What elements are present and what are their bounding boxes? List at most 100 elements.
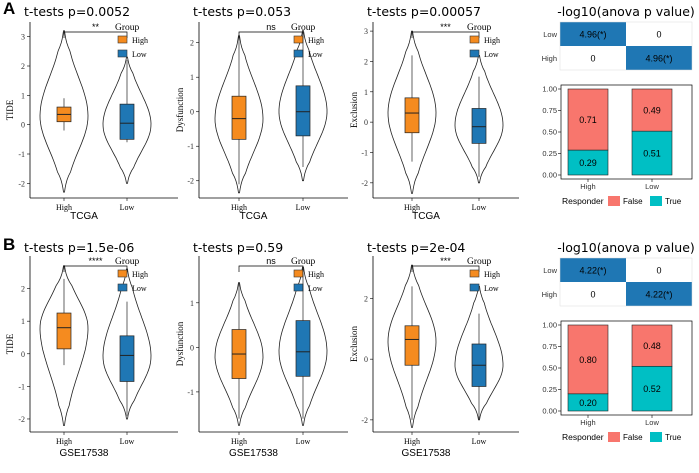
box-high (231, 282, 247, 419)
legend-label-high: High (132, 36, 148, 45)
box-iqr (56, 312, 72, 350)
bar-segment-false (631, 324, 673, 367)
y-tick-label: 3 (364, 27, 368, 36)
stacked-y-tick-label: 0.25 (542, 149, 557, 158)
y-tick-label: -2 (361, 179, 368, 188)
plot-title: t-tests p=0.00057 (367, 4, 481, 19)
heatmap-row-label: Low (543, 266, 557, 275)
legend-label-low: Low (308, 50, 323, 59)
box-high (404, 286, 420, 420)
heatmap-cell (560, 46, 626, 70)
box-iqr (231, 95, 247, 140)
y-tick-label: -1 (187, 142, 194, 151)
heatmap-cell (560, 282, 626, 306)
bar-label-false: 0.71 (579, 115, 597, 125)
stacked-bar-panel: 0.00 0.25 0.50 0.75 1.00 0.71 0.29 High 0.49 0.51… (542, 85, 693, 206)
x-tick-low: Low (120, 203, 135, 212)
heatmap-cell (626, 22, 692, 46)
violin-panel: t-tests p=2e-04 -2 0 2 Exclusion High Low GSE17… (349, 240, 519, 459)
significance-bracket (63, 265, 128, 272)
legend-swatch-high (117, 35, 128, 44)
box-iqr (295, 85, 311, 137)
plot-title: t-tests p=0.0052 (24, 4, 130, 19)
legend-title: Group (467, 257, 492, 267)
stacked-y-tick-label: 0.75 (542, 106, 557, 115)
legend-label-high: High (132, 270, 148, 279)
significance-label: **** (88, 256, 103, 266)
legend-label-low: Low (484, 50, 499, 59)
violin-panel: t-tests p=0.00057 -2 -1 0 1 2 3 Exclusion High Lo… (349, 4, 519, 222)
legend-title: Group (115, 257, 140, 267)
legend-label-high: High (308, 270, 324, 279)
y-tick-label: 1 (190, 299, 194, 308)
box-low (471, 313, 487, 420)
box-iqr (471, 108, 487, 144)
legend-swatch-high (117, 269, 128, 278)
box-iqr (119, 103, 135, 140)
legend-label-low: Low (132, 50, 147, 59)
y-axis-label: TIDE (5, 333, 15, 354)
box-iqr (404, 325, 420, 366)
y-tick-label: -1 (18, 382, 25, 391)
stacked-y-tick-label: 0.50 (542, 364, 557, 373)
heatmap-cell-value: 4.22(*) (645, 290, 672, 300)
y-tick-label: 0 (364, 118, 368, 127)
x-tick-low: Low (296, 437, 311, 446)
box-low (119, 60, 135, 143)
significance-label: ** (92, 22, 100, 32)
responder-label-false: False (623, 433, 643, 442)
responder-label-false: False (623, 197, 643, 206)
legend-label-low: Low (484, 284, 499, 293)
responder-swatch-true (650, 432, 662, 442)
box-high (56, 278, 72, 366)
y-tick-label: 1 (364, 88, 368, 97)
heatmap-cell (560, 22, 626, 46)
y-tick-label: -1 (361, 148, 368, 157)
heatmap-cell-value: 0 (656, 266, 661, 276)
heatmap-cell (626, 46, 692, 70)
box-high (404, 55, 420, 162)
x-tick-high: High (231, 203, 247, 212)
x-axis-label: TCGA (240, 211, 268, 222)
legend-swatch-low (293, 49, 304, 58)
y-tick-label: 0 (364, 355, 368, 364)
responder-swatch-false (608, 432, 620, 442)
y-tick-label: 3 (21, 33, 25, 42)
bar-segment-true (631, 130, 673, 176)
bar-label-true: 0.52 (643, 384, 661, 394)
stacked-x-tick-label: Low (645, 182, 659, 191)
legend-swatch-low (469, 283, 480, 292)
stacked-x-tick-label: Low (645, 418, 659, 427)
y-tick-label: 2 (190, 39, 194, 48)
legend-swatch-low (117, 283, 128, 292)
violin-panel: t-tests p=0.0052 -2 -1 0 1 2 3 TIDE High Low TCGA *… (5, 4, 178, 222)
heatmap-row-label: High (542, 290, 557, 299)
heatmap-frame (559, 257, 693, 307)
heatmap-frame (559, 21, 693, 71)
box-iqr (119, 335, 135, 382)
bar-label-false: 0.80 (579, 355, 597, 365)
heatmap-cell (560, 258, 626, 282)
significance-label: *** (440, 22, 451, 32)
y-tick-label: -2 (361, 416, 368, 425)
heatmap-title: -log10(anova p value) (557, 240, 695, 255)
x-tick-high: High (56, 437, 72, 446)
x-tick-low: Low (472, 437, 487, 446)
stacked-y-tick-label: 0.00 (542, 171, 557, 180)
responder-legend-title: Responder (562, 432, 604, 442)
box-low (119, 301, 135, 416)
heatmap-row-label: High (542, 54, 557, 63)
y-tick-label: 2 (21, 285, 25, 294)
bar-segment-true (631, 365, 673, 412)
y-tick-label: -1 (18, 150, 25, 159)
bar-segment-false (567, 88, 609, 151)
heatmap-panel: -log10(anova p value) Low 4.96(*) 0 High 0 4.9… (542, 4, 695, 71)
heatmap-cell-value: 4.96(*) (579, 30, 606, 40)
y-tick-label: 1 (190, 73, 194, 82)
legend-swatch-low (293, 283, 304, 292)
x-tick-low: Low (472, 203, 487, 212)
significance-label: ns (266, 22, 276, 32)
y-axis-label: Exclusion (349, 92, 359, 128)
box-iqr (404, 97, 420, 134)
